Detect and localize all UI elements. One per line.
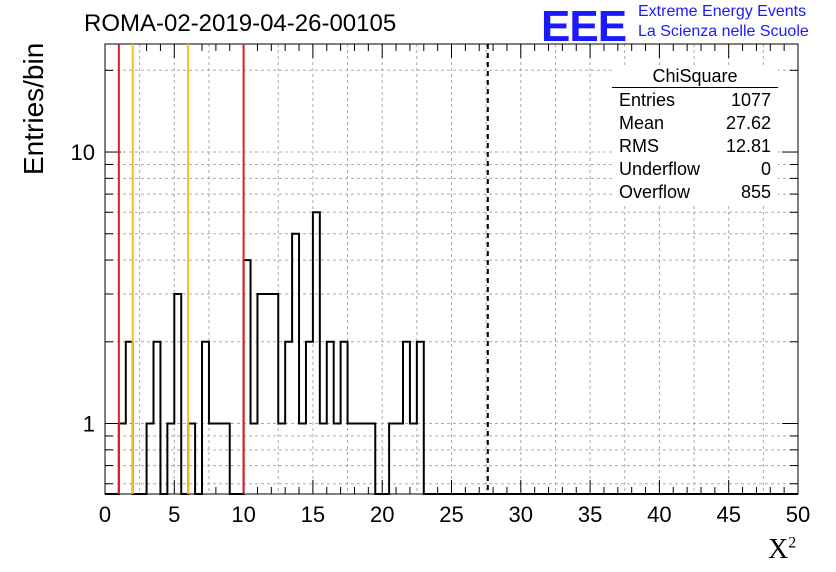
logo-subtitle-1: Extreme Energy Events (638, 3, 807, 20)
x-tick-label: 20 (370, 502, 394, 527)
x-tick-label: 30 (509, 502, 533, 527)
stats-label: RMS (619, 136, 659, 156)
stats-row-underflow: Underflow 0 (612, 158, 778, 181)
stats-label: Overflow (619, 182, 691, 202)
x-tick-label: 40 (647, 502, 671, 527)
x-tick-label: 25 (439, 502, 463, 527)
stats-label: Underflow (619, 159, 701, 179)
stats-value: 27.62 (725, 113, 771, 133)
histogram-series (105, 211, 798, 495)
stats-value: 855 (740, 182, 771, 202)
x-tick-label: 50 (786, 502, 810, 527)
y-axis-label: Entries/bin (18, 42, 49, 175)
y-tick-label: 10 (71, 140, 95, 165)
x-tick-label: 10 (231, 502, 255, 527)
x-axis-label: X2 (768, 534, 796, 566)
stats-row-entries: Entries 1077 (612, 89, 778, 112)
stats-value: 12.81 (725, 136, 771, 156)
stats-title: ChiSquare (612, 66, 778, 88)
stats-row-mean: Mean 27.62 (612, 112, 778, 135)
stats-row-rms: RMS 12.81 (612, 135, 778, 158)
y-tick-label: 1 (83, 412, 95, 437)
stats-row-overflow: Overflow 855 (612, 181, 778, 204)
x-axis-label-sup: 2 (788, 534, 797, 552)
stats-label: Mean (619, 113, 665, 133)
eee-logo: EEE (541, 2, 627, 51)
chart-title: ROMA-02-2019-04-26-00105 (84, 10, 397, 37)
x-tick-label: 45 (716, 502, 740, 527)
stats-label: Entries (619, 90, 676, 110)
stats-box: ChiSquare Entries 1077 Mean 27.62 RMS 12.81… (612, 66, 778, 204)
x-tick-label: 5 (168, 502, 180, 527)
stats-value: 1077 (730, 90, 771, 110)
x-tick-label: 0 (99, 502, 111, 527)
x-tick-label: 15 (301, 502, 325, 527)
stats-value: 0 (760, 159, 771, 179)
x-axis-label-base: X (768, 534, 789, 565)
logo-subtitle-2: La Scienza nelle Scuole (638, 23, 809, 40)
x-tick-label: 35 (578, 502, 602, 527)
